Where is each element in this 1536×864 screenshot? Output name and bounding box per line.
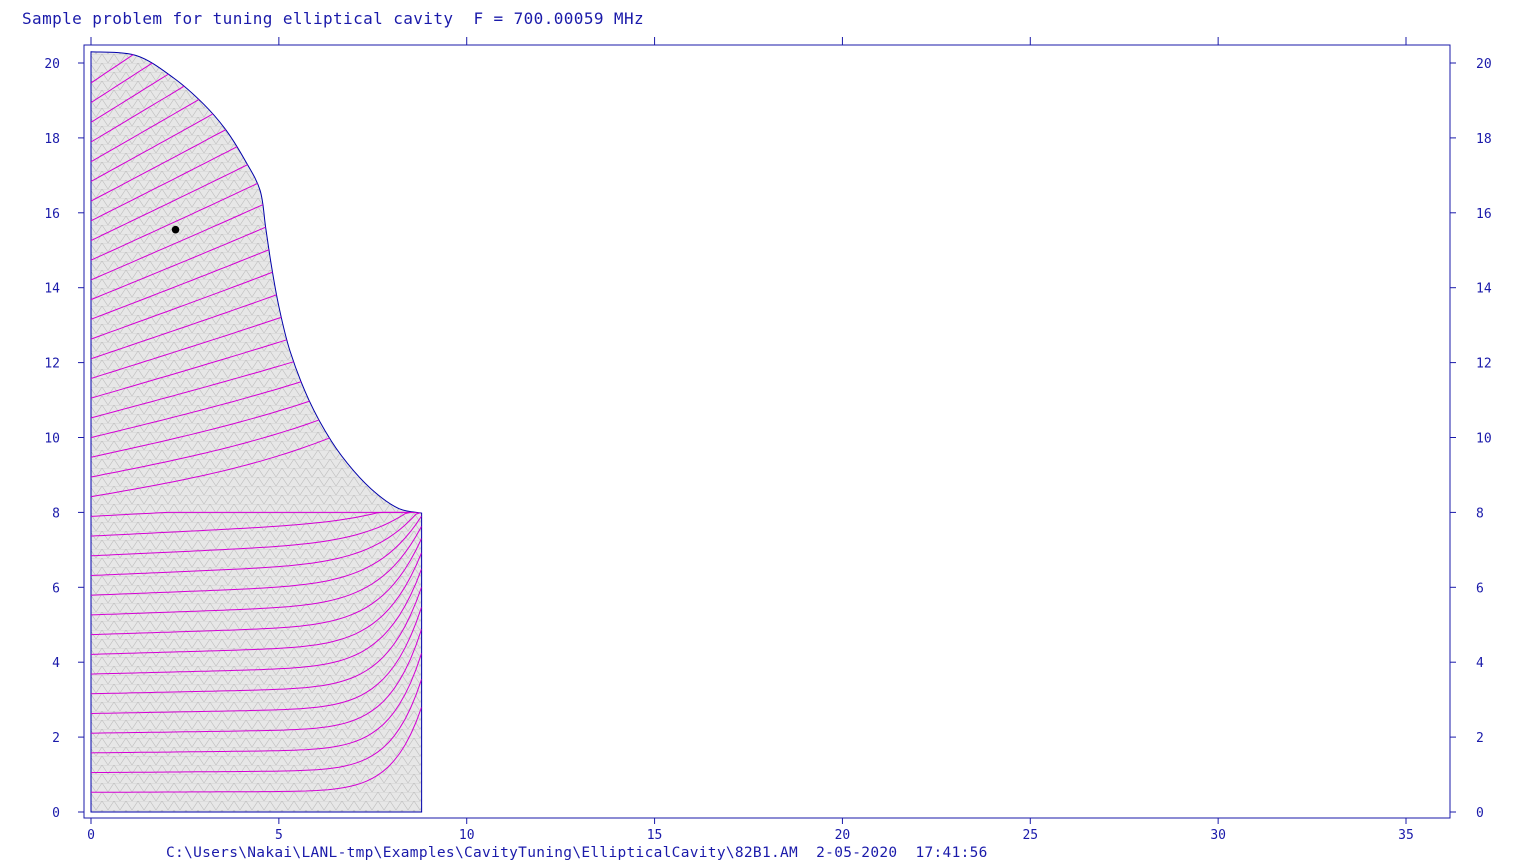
- y-tick-label-left: 4: [52, 656, 60, 671]
- y-tick-label-left: 16: [44, 207, 60, 222]
- x-tick-label: 5: [275, 828, 283, 843]
- x-tick-label: 15: [647, 828, 663, 843]
- field-line: [91, 568, 422, 675]
- plot-frame: [83, 44, 1451, 819]
- y-tick-label-left: 14: [44, 282, 60, 297]
- y-tick-label-left: 0: [52, 806, 60, 821]
- field-line: [91, 653, 422, 754]
- x-tick-label: 20: [835, 828, 851, 843]
- y-tick-label-right: 12: [1476, 357, 1492, 372]
- field-line: [91, 586, 422, 695]
- y-tick-label-right: 4: [1476, 656, 1484, 671]
- y-tick-label-right: 2: [1476, 731, 1484, 746]
- y-tick-label-left: 12: [44, 357, 60, 372]
- field-line: [91, 515, 422, 596]
- mesh-fill: [91, 51, 422, 812]
- probe-point-marker: [171, 225, 180, 234]
- y-tick-label-right: 0: [1476, 806, 1484, 821]
- x-tick-label: 0: [87, 828, 95, 843]
- axes-frame: 0 5 10 15 20 25 30 35 0 0 2 2 4 4 6 6 8 8 10 10 12 12 14 14 16 16…: [44, 37, 1492, 843]
- y-tick-label-right: 14: [1476, 282, 1492, 297]
- x-tick-label: 10: [459, 828, 475, 843]
- y-tick-label-left: 18: [44, 132, 60, 147]
- y-tick-label-right: 6: [1476, 581, 1484, 596]
- field-line: [91, 511, 422, 576]
- field-line: [91, 552, 422, 655]
- x-tick-label: 30: [1210, 828, 1226, 843]
- x-tick-label: 25: [1022, 828, 1038, 843]
- field-line: [91, 511, 422, 557]
- field-line: [91, 51, 422, 104]
- cavity-boundary: [90, 51, 423, 813]
- plot-title: Sample problem for tuning elliptical cav…: [22, 9, 645, 28]
- field-line: [91, 511, 422, 517]
- y-tick-label-left: 10: [44, 432, 60, 447]
- file-path-footer: C:\Users\Nakai\LANL-tmp\Examples\CavityT…: [166, 845, 988, 861]
- field-line: [91, 707, 422, 793]
- y-tick-label-left: 6: [52, 581, 60, 596]
- y-tick-label-right: 10: [1476, 432, 1492, 447]
- cavity-region: [90, 51, 423, 813]
- field-line: [91, 511, 422, 537]
- y-tick-label-right: 20: [1476, 57, 1492, 72]
- y-tick-label-left: 2: [52, 731, 60, 746]
- field-line: [91, 606, 422, 714]
- field-line: [91, 51, 422, 143]
- field-line: [91, 538, 422, 636]
- x-tick-label: 35: [1398, 828, 1414, 843]
- field-line: [91, 679, 422, 774]
- field-line: [91, 526, 422, 616]
- y-tick-label-right: 8: [1476, 506, 1484, 521]
- field-line: [91, 51, 422, 123]
- y-tick-label-right: 16: [1476, 207, 1492, 222]
- y-tick-label-right: 18: [1476, 132, 1492, 147]
- field-line: [91, 628, 422, 734]
- y-tick-label-left: 20: [44, 57, 60, 72]
- y-tick-label-left: 8: [52, 506, 60, 521]
